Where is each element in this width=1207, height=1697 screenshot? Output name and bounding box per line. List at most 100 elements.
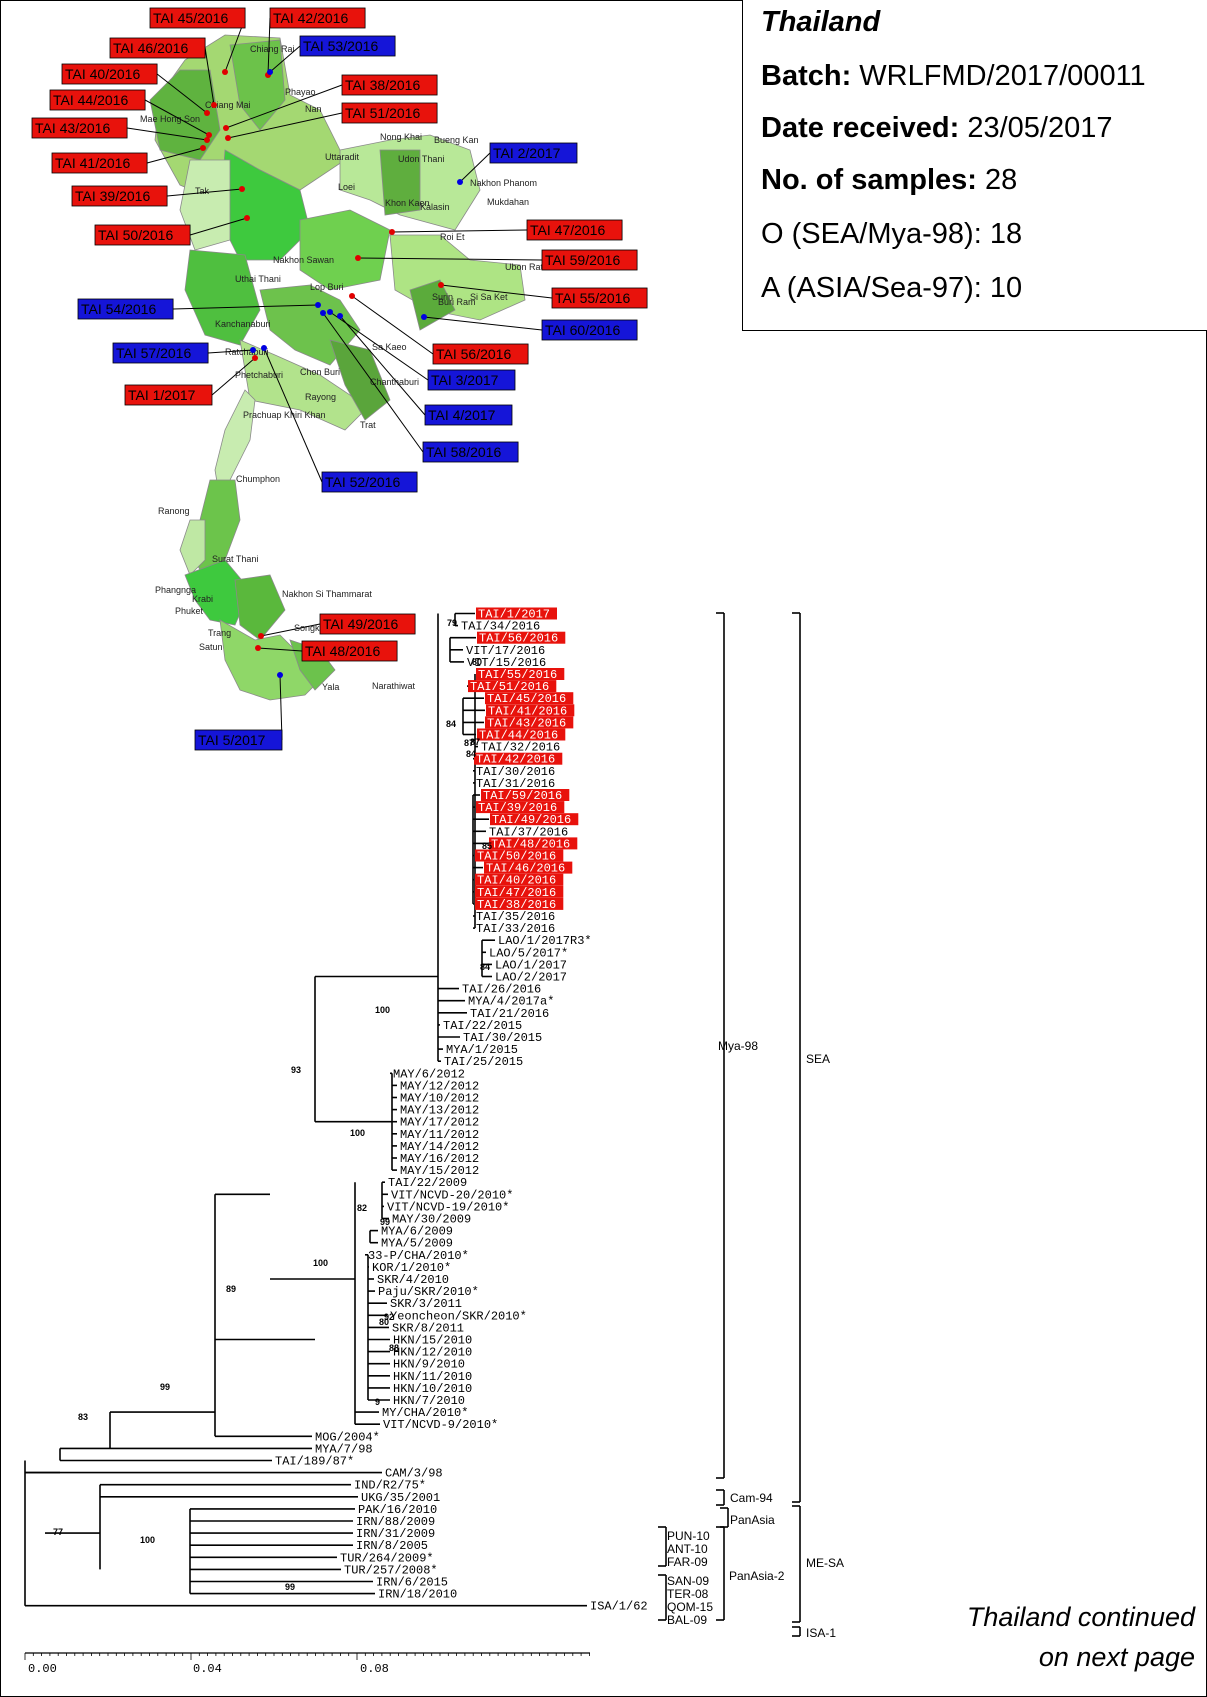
tip-label-text: TAI/40/2016 (477, 874, 556, 888)
province-name: Uthai Thani (235, 274, 281, 284)
tip-label-text: MAY/15/2012 (400, 1164, 479, 1178)
tip-label: MYA/6/2009 (381, 1225, 453, 1239)
map-label-text: TAI 58/2016 (426, 444, 501, 460)
bootstrap-value: 93 (291, 1065, 301, 1075)
tip-label: IRN/88/2009 (356, 1515, 435, 1529)
tip-label: HKN/9/2010 (393, 1358, 465, 1372)
map-label-box (112, 342, 209, 364)
serotype-o-row: O (SEA/Mya-98): 18 (761, 218, 1023, 250)
pin-leader-line (208, 349, 254, 354)
pin-leader-line (156, 73, 208, 114)
tip-label: TAI/41/2016 (486, 704, 575, 718)
pin-leader-line (225, 84, 343, 129)
tip-label: TAI/189/87* (275, 1455, 354, 1469)
bootstrap-value: 87 (464, 738, 474, 748)
province-name: Phuket (175, 606, 204, 616)
map-sample-pins: TAI 45/2016 TAI 42/2016 TAI 53/2016 TAI 46/… (31, 7, 648, 751)
map-sample-label: TAI 41/2016 (51, 152, 148, 174)
tip-label-text: TAI/30/2016 (476, 765, 555, 779)
sample-location-dot (438, 282, 444, 288)
tip-label-text: PAK/16/2010 (358, 1503, 437, 1517)
lineage-label: PanAsia (730, 1513, 775, 1527)
tip-highlight (475, 885, 564, 898)
tip-label: TAI/35/2016 (476, 910, 555, 924)
tip-label: CAM/3/98 (385, 1467, 443, 1481)
map-sample-label: TAI 2/2017 (489, 142, 578, 164)
map-label-text: TAI 45/2016 (153, 10, 228, 26)
map-sample-label: TAI 46/2016 (109, 37, 206, 59)
province-name: Sa Kaeo (372, 342, 407, 352)
tip-label: TAI/51/2016 (468, 680, 557, 694)
province-name: Surat Thani (212, 554, 258, 564)
map-label-text: TAI 39/2016 (75, 188, 150, 204)
serotype-a-row: A (ASIA/Sea-97): 10 (761, 272, 1023, 304)
province-name: Lop Buri (310, 282, 344, 292)
sample-location-dot (421, 314, 427, 320)
lineage-label: Mya-98 (718, 1039, 758, 1053)
tip-label: LAO/5/2017* (489, 946, 568, 960)
tip-label: IRN/18/2010 (378, 1588, 457, 1602)
tip-highlight (484, 861, 573, 874)
tip-highlight (475, 897, 564, 910)
tip-highlight (477, 728, 566, 741)
continued-line-1: Thailand continued (966, 1602, 1195, 1632)
tip-label: MYA/7/98 (315, 1442, 373, 1456)
tip-label-text: TAI/51/2016 (470, 680, 549, 694)
map-sample-label: TAI 47/2016 (526, 219, 623, 241)
province-name: Krabi (192, 594, 213, 604)
map-sample-label: TAI 43/2016 (31, 117, 128, 139)
pin-leader-line (357, 257, 543, 261)
date-value: 23/05/2017 (967, 112, 1113, 144)
tip-label-text: VIT/NCVD-19/2010* (387, 1200, 509, 1214)
topotype-label: ISA-1 (806, 1626, 836, 1640)
tip-label: MYA/4/2017a* (468, 995, 554, 1009)
batch-label: Batch: (761, 60, 852, 92)
sample-location-dot (337, 313, 343, 319)
province-region-18 (234, 574, 286, 641)
province-name: Prachuap Khiri Khan (243, 410, 326, 420)
pin-leader-line (459, 152, 491, 183)
scale-tick-label: 0.00 (28, 1662, 57, 1676)
sample-location-dot (349, 293, 355, 299)
tip-label-text: MAY/16/2012 (400, 1152, 479, 1166)
province-name: Surin (432, 292, 453, 302)
province-region-13 (329, 339, 391, 421)
bootstrap-value: 87 (470, 737, 480, 747)
scale-tick-label: 0.04 (193, 1662, 222, 1676)
province-names: Chiang Rai Phayao Chiang Mai Nan Mae Hong So… (140, 44, 577, 692)
pin-leader-line (263, 347, 323, 483)
map-label-text: TAI 55/2016 (555, 290, 630, 306)
sublineage-label: PUN-10 (667, 1529, 710, 1543)
tip-label-text: TAI/35/2016 (476, 910, 555, 924)
tip-label-text: Paju/SKR/2010* (378, 1285, 479, 1299)
map-label-text: TAI 50/2016 (98, 227, 173, 243)
sample-location-dot (261, 345, 267, 351)
tip-highlight (481, 789, 570, 801)
map-sample-label: TAI 53/2016 (299, 35, 396, 57)
tip-label-text: VIT/NCVD-9/2010* (383, 1418, 498, 1432)
samples-value: 28 (985, 164, 1018, 196)
map-label-text: TAI 1/2017 (128, 387, 196, 403)
bootstrap-value: 9 (375, 1397, 380, 1407)
tip-label-text: VIT/15/2016 (467, 656, 546, 670)
tip-label-text: TAI/42/2016 (476, 753, 555, 767)
tip-label-text: TAI/1/2017 (478, 608, 550, 622)
map-label-text: TAI 59/2016 (545, 252, 620, 268)
map-label-box (269, 7, 366, 29)
tip-label: IRN/6/2015 (376, 1576, 448, 1590)
province-name: Ubon Ratchathani (505, 262, 577, 272)
tip-label-text: UKG/35/2001 (361, 1491, 440, 1505)
map-label-text: TAI 38/2016 (345, 77, 420, 93)
tip-highlight (475, 873, 564, 886)
map-label-text: TAI 2/2017 (493, 145, 561, 161)
pin-leader-line (391, 229, 528, 233)
tip-label-text: 33-P/CHA/2010* (368, 1249, 469, 1263)
map-label-text: TAI 56/2016 (436, 346, 511, 362)
province-name: Kanchanaburi (215, 319, 271, 329)
tip-label: MAY/30/2009 (392, 1213, 471, 1227)
tip-label-text: Yeoncheon/SKR/2010* (390, 1309, 527, 1323)
sample-location-dot (200, 145, 206, 151)
tree-branches (24, 612, 587, 1607)
lineage-label: PanAsia-2 (729, 1569, 785, 1583)
bootstrap-value: 85 (482, 841, 492, 851)
